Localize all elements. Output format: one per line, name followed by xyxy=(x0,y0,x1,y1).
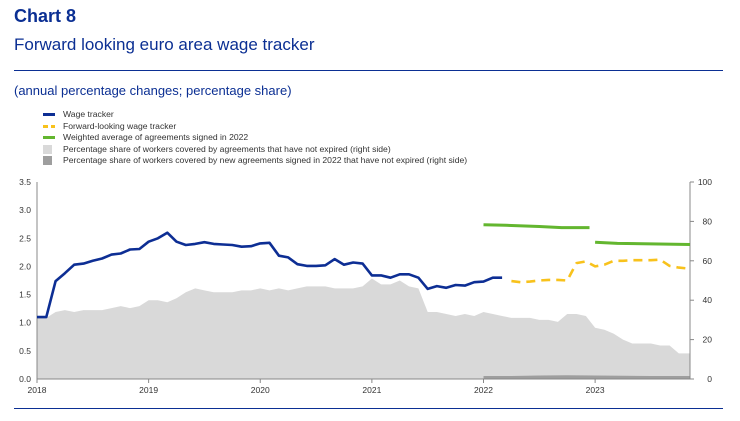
weighted-average-line xyxy=(595,240,691,246)
legend-label: Weighted average of agreements signed in… xyxy=(63,132,249,143)
legend-swatch xyxy=(43,113,55,116)
y-tick-right-label: 60 xyxy=(703,256,713,266)
x-tick-label: 2019 xyxy=(139,385,158,395)
legend-swatch xyxy=(43,156,52,166)
x-tick-label: 2018 xyxy=(28,385,47,395)
area-share-new-2022 xyxy=(483,375,690,379)
y-tick-left-label: 3.0 xyxy=(19,205,31,215)
x-tick-label: 2022 xyxy=(474,385,493,395)
x-tick-label: 2020 xyxy=(251,385,270,395)
y-tick-right-label: 100 xyxy=(698,177,712,187)
bottom-divider xyxy=(14,408,723,409)
weighted-average-line xyxy=(483,223,590,230)
y-tick-left-label: 2.5 xyxy=(19,233,31,243)
line-series-group xyxy=(37,223,691,319)
legend-swatch xyxy=(43,144,52,154)
y-tick-right-label: 40 xyxy=(703,295,713,305)
y-tick-left-label: 1.0 xyxy=(19,318,31,328)
chart-title: Forward looking euro area wage tracker xyxy=(14,35,315,54)
wage-tracker-line xyxy=(37,231,503,319)
legend-label: Percentage share of workers covered by n… xyxy=(63,155,468,166)
area-series-group xyxy=(37,278,690,379)
top-divider xyxy=(14,70,723,71)
x-tick-label: 2023 xyxy=(586,385,605,395)
x-tick-label: 2021 xyxy=(362,385,381,395)
legend-label: Percentage share of workers covered by a… xyxy=(63,143,391,154)
y-tick-right-label: 80 xyxy=(703,216,713,226)
legend-label: Wage tracker xyxy=(63,109,114,119)
y-tick-left-label: 1.5 xyxy=(19,290,31,300)
y-tick-left-label: 3.5 xyxy=(19,177,31,187)
y-tick-left-label: 0.0 xyxy=(19,374,31,384)
axes-group xyxy=(36,181,694,383)
chart-number: Chart 8 xyxy=(14,6,77,26)
chart-subtitle: (annual percentage changes; percentage s… xyxy=(14,83,292,98)
tick-labels-group: 0.0 0.5 1.0 1.5 2.0 2.5 3.0 3.5 0 20 40 60 80 100 2018… xyxy=(19,177,712,395)
y-tick-right-label: 0 xyxy=(707,374,712,384)
area-share-not-expired xyxy=(37,278,690,379)
legend-label: Forward-looking wage tracker xyxy=(63,120,177,131)
y-tick-right-label: 20 xyxy=(703,335,713,345)
y-tick-left-label: 0.5 xyxy=(19,346,31,356)
forward-looking-line xyxy=(511,258,691,284)
legend-swatch xyxy=(43,136,55,140)
y-tick-left-label: 2.0 xyxy=(19,261,31,271)
legend-swatch xyxy=(43,124,55,128)
